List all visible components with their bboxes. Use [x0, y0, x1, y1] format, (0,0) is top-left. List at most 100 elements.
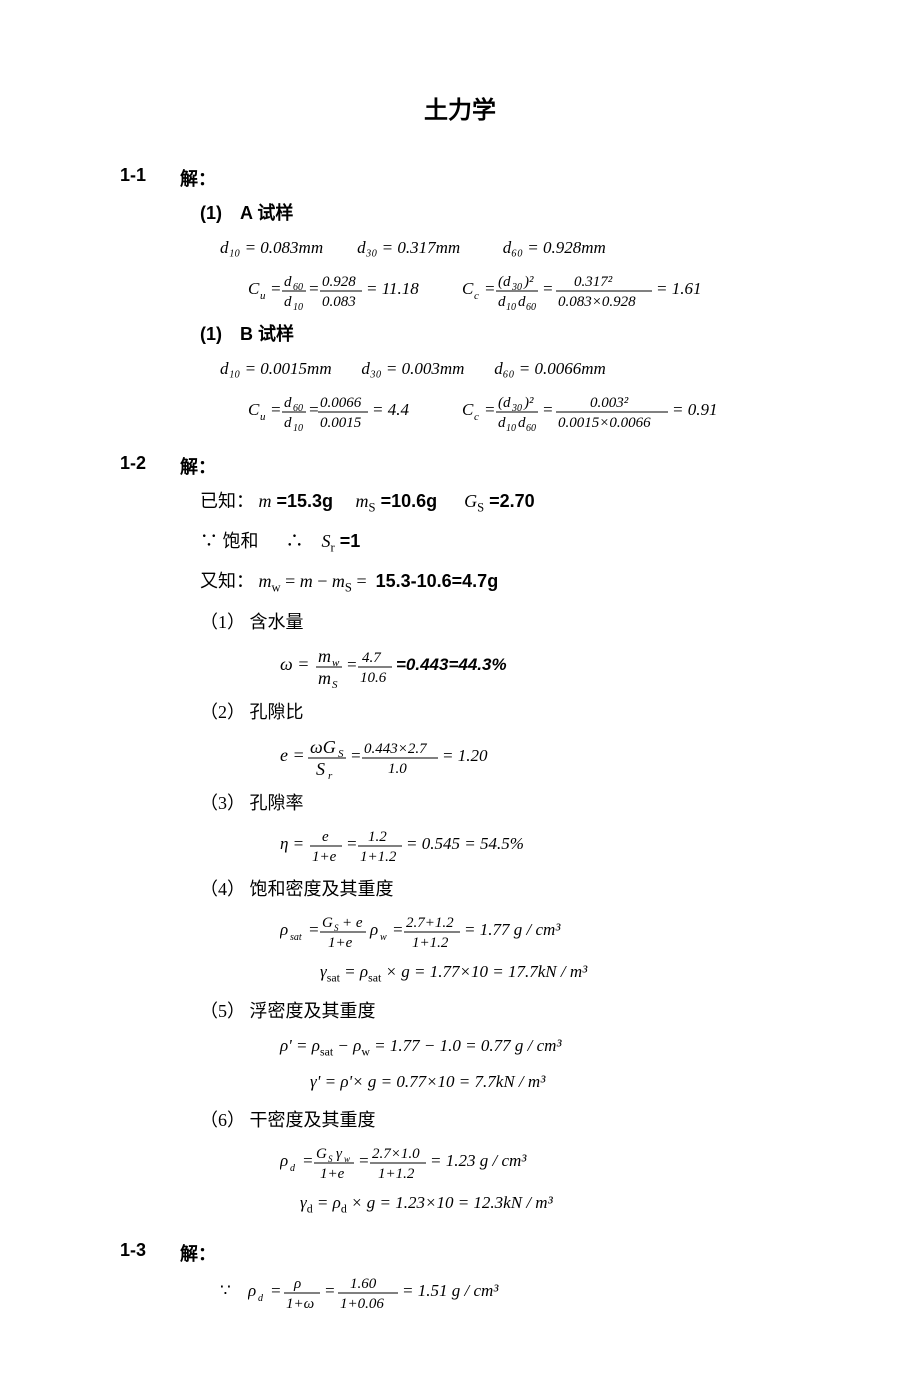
svg-text:S: S — [332, 679, 338, 690]
sample-a-label: (1) A 试样 — [200, 197, 800, 229]
svg-text:1+0.06: 1+0.06 — [340, 1296, 384, 1312]
p3-eq: ∵ ρd = ρ 1+ω = 1.60 1+0.06 = 1.51 g / cm… — [220, 1270, 800, 1314]
svg-text:ρ: ρ — [293, 1276, 301, 1292]
svg-text:=: = — [308, 400, 319, 419]
problem-1-head: 1-1 解： — [120, 165, 800, 191]
svg-text:ω =: ω = — [280, 654, 309, 674]
svg-text:0.443×2.7: 0.443×2.7 — [364, 741, 428, 757]
svg-text:d: d — [498, 294, 506, 310]
svg-text:0.003²: 0.003² — [590, 395, 629, 411]
svg-text:ρ: ρ — [369, 920, 378, 939]
svg-text:1+e: 1+e — [312, 849, 337, 865]
svg-text:=: = — [324, 1281, 335, 1300]
sample-b-label: (1) B 试样 — [200, 318, 800, 350]
q1-label: （1） 含水量 — [200, 606, 800, 638]
svg-text:1.60: 1.60 — [350, 1276, 377, 1292]
svg-text:m: m — [318, 668, 331, 688]
svg-text:C: C — [248, 279, 260, 298]
sample-a-d-values: d₁₀ = 0.083mm d₃₀ = 0.317mm d₆₀ = 0.928m… — [220, 233, 800, 264]
svg-text:=: = — [270, 1281, 281, 1300]
svg-text:d: d — [258, 1293, 264, 1304]
svg-text:=: = — [346, 655, 357, 674]
q2-label: （2） 孔隙比 — [200, 696, 800, 728]
svg-text:ωG: ωG — [310, 737, 336, 757]
svg-text:r: r — [328, 770, 333, 781]
svg-text:= 4.4: = 4.4 — [372, 400, 409, 419]
svg-text:=: = — [358, 1151, 369, 1170]
problem-3: 1-3 解： ∵ ρd = ρ 1+ω = 1.60 1+0.06 = 1.51… — [120, 1240, 800, 1314]
svg-text:1+ω: 1+ω — [286, 1296, 314, 1312]
svg-text:=0.443=44.3%: =0.443=44.3% — [396, 655, 507, 674]
svg-text:10: 10 — [293, 302, 303, 312]
d60-b: d₆₀ = 0.0066mm — [494, 359, 606, 378]
svg-text:d: d — [284, 415, 292, 431]
problem-2-content: 已知： m =15.3g mS =10.6g GS =2.70 ∵ 饱和 ∴ S… — [200, 485, 800, 1220]
cc-b-formula: Cc = (d30)² d10 d60 = 0.003² 0.0015×0.00… — [462, 389, 752, 433]
q5-eq2: γ' = ρ'× g = 0.77×10 = 7.7kN / m³ — [310, 1067, 800, 1098]
solve-label-2: 解： — [180, 453, 216, 479]
svg-text:η =: η = — [280, 834, 304, 853]
d60-a: d₆₀ = 0.928mm — [503, 238, 606, 257]
p3-since: ∵ — [220, 1281, 231, 1300]
q2-eq: e = ωGS Sr = 0.443×2.7 1.0 = 1.20 — [280, 733, 800, 781]
svg-text:=: = — [542, 400, 553, 419]
svg-text:u: u — [260, 411, 266, 423]
svg-text:G: G — [316, 1146, 327, 1162]
problem-2-head: 1-2 解： — [120, 453, 800, 479]
q6-eq2: γd = ρd × g = 1.23×10 = 12.3kN / m³ — [300, 1188, 800, 1220]
svg-text:1.2: 1.2 — [368, 829, 387, 845]
svg-text:d: d — [518, 294, 526, 310]
svg-text:1+e: 1+e — [320, 1166, 345, 1182]
q4-label: （4） 饱和密度及其重度 — [200, 873, 800, 905]
svg-text:= 1.23 g / cm³: = 1.23 g / cm³ — [430, 1151, 527, 1170]
svg-text:=: = — [484, 400, 495, 419]
svg-text:0.0066: 0.0066 — [320, 395, 362, 411]
svg-text:d: d — [498, 415, 506, 431]
q4-eq2: γsat = ρsat × g = 1.77×10 = 17.7kN / m³ — [320, 957, 800, 989]
svg-text:10: 10 — [506, 302, 516, 312]
svg-text:=: = — [350, 746, 361, 765]
problem-1-number: 1-1 — [120, 165, 180, 191]
svg-text:= 1.51 g / cm³: = 1.51 g / cm³ — [402, 1281, 499, 1300]
svg-text:1+1.2: 1+1.2 — [412, 935, 449, 951]
also-label: 又知： — [200, 571, 254, 591]
problem-1: 1-1 解： (1) A 试样 d₁₀ = 0.083mm d₃₀ = 0.31… — [120, 165, 800, 433]
svg-text:+ e: + e — [342, 915, 363, 931]
page-title: 土力学 — [120, 90, 800, 125]
problem-3-number: 1-3 — [120, 1240, 180, 1266]
svg-text:)²: )² — [523, 395, 534, 411]
svg-text:e =: e = — [280, 745, 305, 765]
svg-text:2.7+1.2: 2.7+1.2 — [406, 915, 454, 931]
problem-2-number: 1-2 — [120, 453, 180, 479]
svg-text:S: S — [316, 759, 325, 779]
svg-text:60: 60 — [526, 302, 536, 312]
svg-text:C: C — [462, 279, 474, 298]
therefore: ∴ — [286, 531, 304, 551]
svg-text:1+1.2: 1+1.2 — [378, 1166, 415, 1182]
svg-text:G: G — [322, 915, 333, 931]
sample-b-d-values: d₁₀ = 0.0015mm d₃₀ = 0.003mm d₆₀ = 0.006… — [220, 354, 800, 385]
svg-text:1+1.2: 1+1.2 — [360, 849, 397, 865]
svg-text:=: = — [270, 279, 281, 298]
svg-text:= 11.18: = 11.18 — [366, 279, 419, 298]
d10-b: d₁₀ = 0.0015mm — [220, 359, 332, 378]
q1-eq: ω = mw mS = 4.7 10.6 =0.443=44.3% — [280, 642, 800, 690]
d10-a: d₁₀ = 0.083mm — [220, 238, 323, 257]
svg-text:0.0015×0.0066: 0.0015×0.0066 — [558, 415, 651, 431]
saturated-line: ∵ 饱和 ∴ Sr =1 — [200, 525, 800, 559]
svg-text:=: = — [392, 920, 403, 939]
document-page: 土力学 1-1 解： (1) A 试样 d₁₀ = 0.083mm d₃₀ = … — [0, 0, 920, 1394]
svg-text:=: = — [542, 279, 553, 298]
q6-label: （6） 干密度及其重度 — [200, 1104, 800, 1136]
svg-text:ρ: ρ — [248, 1281, 256, 1300]
svg-text:= 0.545 = 54.5%: = 0.545 = 54.5% — [406, 834, 524, 853]
svg-text:ρ: ρ — [280, 1151, 288, 1170]
svg-text:1.0: 1.0 — [388, 761, 407, 777]
svg-text:c: c — [474, 290, 479, 302]
svg-text:c: c — [474, 411, 479, 423]
svg-text:)²: )² — [523, 274, 534, 290]
sample-a-cu-cc: Cu = d60 d10 = 0.928 0.083 = 11.18 Cc = … — [248, 268, 800, 312]
solve-label-3: 解： — [180, 1240, 216, 1266]
cu-b-formula: Cu = d60 d10 = 0.0066 0.0015 = 4.4 — [248, 389, 428, 433]
svg-text:=: = — [270, 400, 281, 419]
